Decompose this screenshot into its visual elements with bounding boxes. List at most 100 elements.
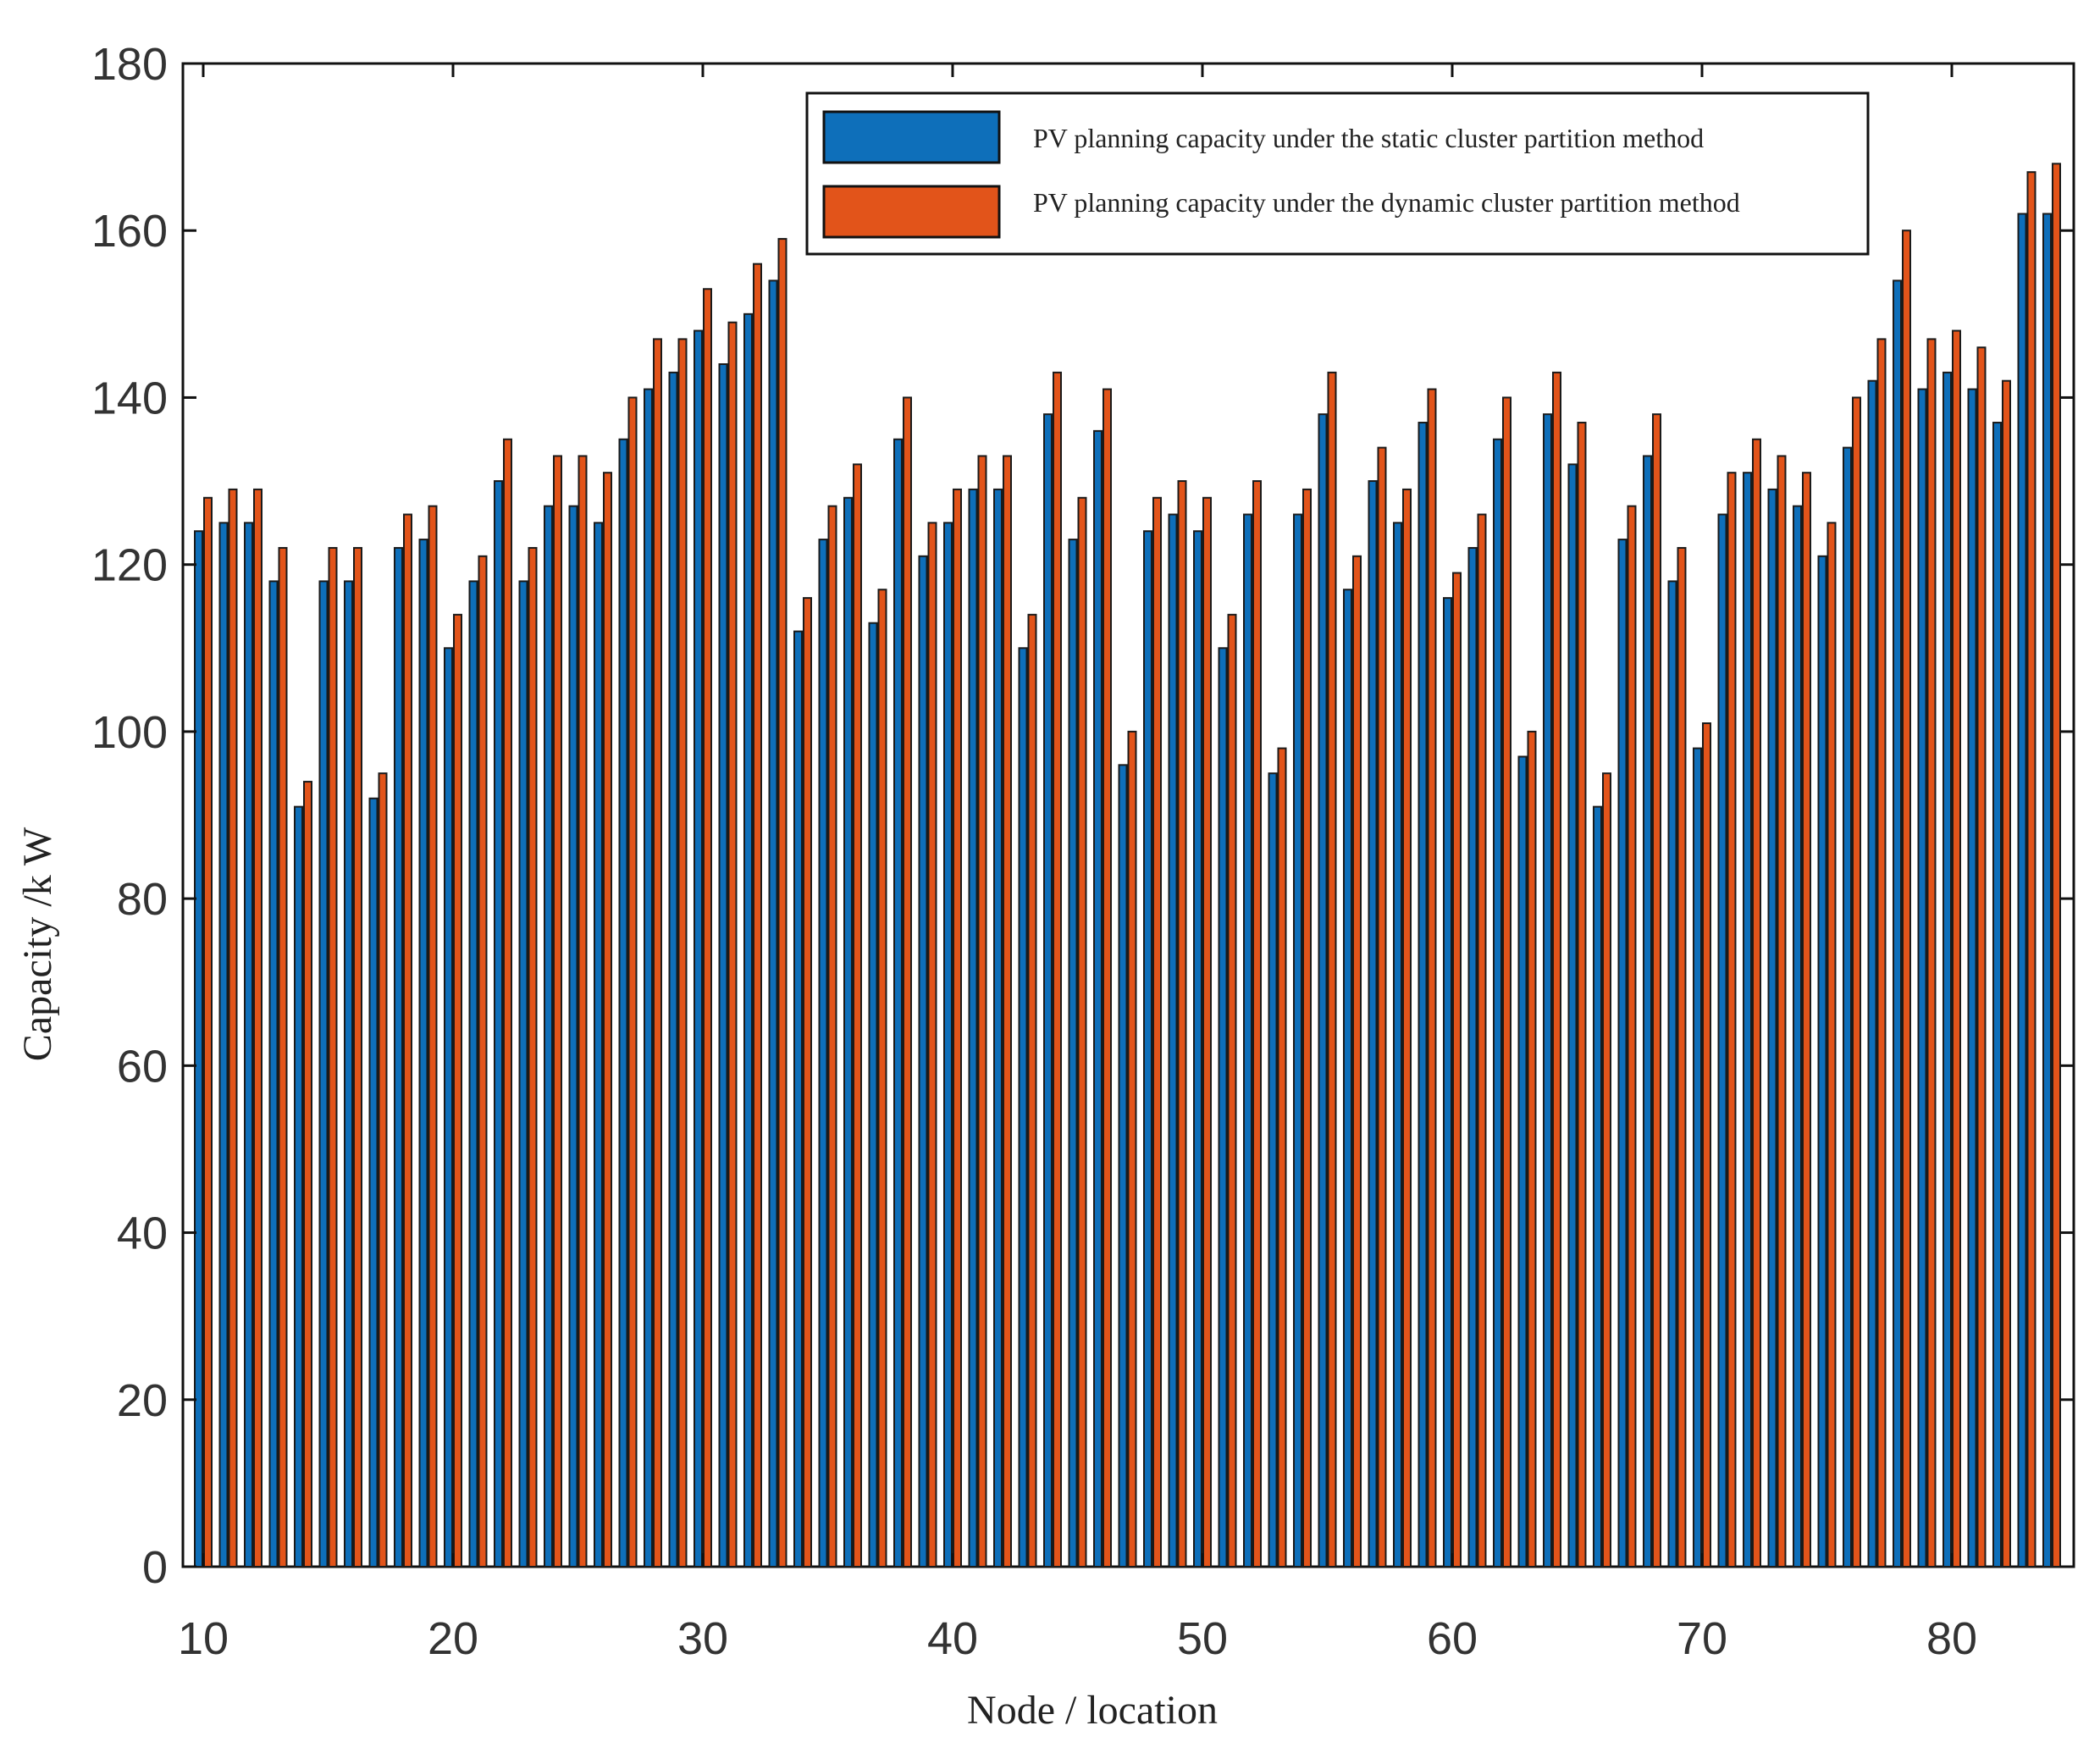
bar-static-node-60 bbox=[1443, 597, 1452, 1568]
bars-group bbox=[194, 163, 2061, 1568]
bar-dynamic-node-82 bbox=[2002, 379, 2011, 1568]
bar-static-node-57 bbox=[1368, 480, 1378, 1568]
bar-static-node-13 bbox=[268, 580, 279, 1568]
bar-dynamic-node-43 bbox=[1027, 613, 1037, 1568]
bar-dynamic-node-51 bbox=[1227, 613, 1237, 1568]
bar-dynamic-node-73 bbox=[1777, 455, 1787, 1568]
bar-static-node-45 bbox=[1068, 539, 1078, 1568]
bar-static-node-78 bbox=[1893, 279, 1902, 1568]
bar-static-node-34 bbox=[793, 630, 803, 1568]
legend-swatch-dynamic bbox=[822, 185, 1001, 239]
bar-dynamic-node-46 bbox=[1102, 388, 1112, 1568]
bar-dynamic-node-70 bbox=[1702, 722, 1711, 1568]
bar-static-node-25 bbox=[568, 505, 578, 1568]
bar-dynamic-node-68 bbox=[1652, 413, 1661, 1568]
bar-static-node-55 bbox=[1318, 413, 1328, 1568]
legend-label-static: PV planning capacity under the static cl… bbox=[1033, 123, 1704, 153]
bar-static-node-73 bbox=[1767, 488, 1777, 1568]
bar-dynamic-node-26 bbox=[603, 472, 612, 1568]
bar-static-node-19 bbox=[418, 539, 428, 1568]
bar-static-node-27 bbox=[618, 438, 628, 1568]
bar-dynamic-node-83 bbox=[2026, 171, 2036, 1568]
bar-dynamic-node-44 bbox=[1053, 371, 1062, 1568]
bar-static-node-18 bbox=[394, 546, 403, 1568]
bar-static-node-36 bbox=[843, 496, 853, 1568]
bar-dynamic-node-67 bbox=[1627, 505, 1637, 1568]
bar-static-node-17 bbox=[368, 797, 379, 1568]
bar-static-node-61 bbox=[1467, 546, 1478, 1568]
bar-dynamic-node-19 bbox=[428, 505, 438, 1568]
y-tick-label: 20 bbox=[117, 1375, 168, 1426]
bar-dynamic-node-17 bbox=[378, 772, 388, 1568]
bar-dynamic-node-38 bbox=[903, 396, 912, 1568]
bar-dynamic-node-60 bbox=[1452, 572, 1462, 1568]
bar-dynamic-node-72 bbox=[1752, 438, 1761, 1568]
bar-dynamic-node-55 bbox=[1327, 371, 1337, 1568]
bar-static-node-80 bbox=[1942, 371, 1952, 1568]
bar-static-node-21 bbox=[468, 580, 478, 1568]
bar-dynamic-node-69 bbox=[1677, 546, 1687, 1568]
bar-static-node-29 bbox=[668, 371, 678, 1568]
bar-dynamic-node-56 bbox=[1352, 555, 1362, 1568]
bar-static-node-28 bbox=[644, 388, 653, 1568]
bar-dynamic-node-41 bbox=[977, 455, 987, 1568]
bar-static-node-58 bbox=[1393, 522, 1402, 1568]
bar-static-node-64 bbox=[1543, 413, 1552, 1568]
bar-static-node-44 bbox=[1043, 413, 1053, 1568]
bar-dynamic-node-15 bbox=[328, 546, 338, 1568]
bar-dynamic-node-80 bbox=[1952, 329, 1961, 1568]
bar-static-node-82 bbox=[1992, 422, 2002, 1568]
bar-static-node-56 bbox=[1343, 589, 1352, 1568]
bar-static-node-26 bbox=[594, 522, 603, 1568]
x-tick-label: 50 bbox=[1177, 1613, 1228, 1664]
bar-dynamic-node-33 bbox=[777, 238, 788, 1568]
bar-dynamic-node-37 bbox=[877, 589, 887, 1568]
bar-static-node-22 bbox=[494, 480, 503, 1568]
bar-dynamic-node-28 bbox=[653, 338, 662, 1568]
bar-static-node-14 bbox=[294, 805, 303, 1568]
x-axis-title: Node / location bbox=[967, 1688, 1218, 1733]
bar-dynamic-node-64 bbox=[1552, 371, 1561, 1568]
bar-static-node-79 bbox=[1917, 388, 1927, 1568]
bar-static-node-48 bbox=[1143, 530, 1152, 1568]
bar-static-node-24 bbox=[544, 505, 553, 1568]
bar-static-node-53 bbox=[1268, 772, 1278, 1568]
bar-dynamic-node-81 bbox=[1976, 346, 1987, 1568]
bar-dynamic-node-30 bbox=[703, 288, 712, 1568]
bar-dynamic-node-32 bbox=[753, 263, 762, 1568]
bar-dynamic-node-71 bbox=[1727, 472, 1737, 1568]
bar-dynamic-node-11 bbox=[228, 488, 238, 1568]
x-tick-label: 10 bbox=[178, 1613, 229, 1664]
y-axis-title: Capacity /k W bbox=[15, 827, 60, 1061]
bar-dynamic-node-50 bbox=[1202, 496, 1212, 1568]
bar-dynamic-node-40 bbox=[953, 488, 962, 1568]
bar-static-node-49 bbox=[1168, 513, 1178, 1568]
bar-dynamic-node-31 bbox=[727, 321, 738, 1568]
x-tick-label: 70 bbox=[1677, 1613, 1727, 1664]
bar-static-node-33 bbox=[768, 279, 778, 1568]
bar-dynamic-node-77 bbox=[1876, 338, 1887, 1568]
legend-label-dynamic: PV planning capacity under the dynamic c… bbox=[1033, 187, 1740, 218]
bar-static-node-76 bbox=[1843, 446, 1852, 1568]
bar-static-node-54 bbox=[1293, 513, 1302, 1568]
bar-static-node-65 bbox=[1567, 463, 1578, 1568]
bar-dynamic-node-48 bbox=[1152, 496, 1162, 1568]
bar-dynamic-node-22 bbox=[503, 438, 512, 1568]
bar-static-node-41 bbox=[968, 488, 978, 1568]
bar-dynamic-node-35 bbox=[827, 505, 837, 1568]
bar-dynamic-node-76 bbox=[1852, 396, 1861, 1568]
x-tick-label: 20 bbox=[428, 1613, 478, 1664]
bar-dynamic-node-16 bbox=[353, 546, 362, 1568]
bar-static-node-20 bbox=[444, 647, 453, 1568]
bar-static-node-10 bbox=[194, 530, 203, 1568]
bar-static-node-67 bbox=[1617, 539, 1628, 1568]
bar-static-node-43 bbox=[1018, 647, 1028, 1568]
bar-dynamic-node-74 bbox=[1802, 472, 1811, 1568]
bar-static-node-52 bbox=[1243, 513, 1252, 1568]
bar-dynamic-node-78 bbox=[1902, 229, 1911, 1568]
bar-dynamic-node-20 bbox=[453, 613, 462, 1568]
bar-dynamic-node-29 bbox=[677, 338, 688, 1568]
bar-static-node-42 bbox=[993, 488, 1003, 1568]
bar-dynamic-node-66 bbox=[1602, 772, 1611, 1568]
bar-dynamic-node-27 bbox=[627, 396, 638, 1568]
